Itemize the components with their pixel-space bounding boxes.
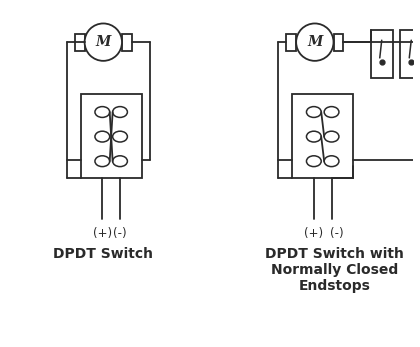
Ellipse shape <box>307 131 321 142</box>
Ellipse shape <box>113 131 127 142</box>
Bar <box>292 94 353 178</box>
Text: (-): (-) <box>330 227 343 240</box>
Bar <box>81 94 142 178</box>
Circle shape <box>84 24 122 61</box>
Bar <box>333 34 344 51</box>
Ellipse shape <box>324 156 339 167</box>
Ellipse shape <box>95 107 110 117</box>
Text: M: M <box>307 35 323 49</box>
Bar <box>371 30 393 78</box>
Ellipse shape <box>324 131 339 142</box>
Ellipse shape <box>95 131 110 142</box>
Text: M: M <box>96 35 111 49</box>
Ellipse shape <box>95 156 110 167</box>
Ellipse shape <box>307 107 321 117</box>
Bar <box>75 34 84 51</box>
Text: (+): (+) <box>304 227 323 240</box>
Text: (+): (+) <box>93 227 112 240</box>
Bar <box>286 34 296 51</box>
Circle shape <box>296 24 333 61</box>
Bar <box>400 30 420 78</box>
Ellipse shape <box>113 156 127 167</box>
Text: DPDT Switch: DPDT Switch <box>53 247 153 261</box>
Ellipse shape <box>324 107 339 117</box>
Text: (-): (-) <box>113 227 127 240</box>
Text: DPDT Switch with
Normally Closed
Endstops: DPDT Switch with Normally Closed Endstop… <box>265 247 404 293</box>
Ellipse shape <box>307 156 321 167</box>
Ellipse shape <box>113 107 127 117</box>
Bar <box>122 34 132 51</box>
